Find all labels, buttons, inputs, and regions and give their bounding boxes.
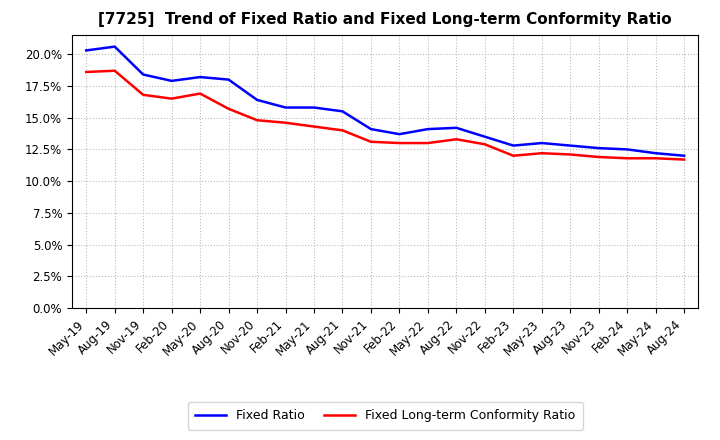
- Fixed Ratio: [253, 97, 261, 103]
- Fixed Long-term Conformity Ratio: [310, 124, 318, 129]
- Fixed Long-term Conformity Ratio: [167, 96, 176, 101]
- Fixed Long-term Conformity Ratio: [595, 154, 603, 160]
- Fixed Long-term Conformity Ratio: [139, 92, 148, 98]
- Fixed Ratio: [366, 126, 375, 132]
- Fixed Long-term Conformity Ratio: [423, 140, 432, 146]
- Fixed Ratio: [110, 44, 119, 49]
- Line: Fixed Ratio: Fixed Ratio: [86, 47, 684, 156]
- Fixed Ratio: [338, 109, 347, 114]
- Fixed Ratio: [566, 143, 575, 148]
- Fixed Ratio: [423, 126, 432, 132]
- Title: [7725]  Trend of Fixed Ratio and Fixed Long-term Conformity Ratio: [7725] Trend of Fixed Ratio and Fixed Lo…: [99, 12, 672, 27]
- Fixed Ratio: [82, 48, 91, 53]
- Fixed Long-term Conformity Ratio: [338, 128, 347, 133]
- Fixed Ratio: [196, 74, 204, 80]
- Fixed Ratio: [139, 72, 148, 77]
- Fixed Long-term Conformity Ratio: [253, 117, 261, 123]
- Fixed Long-term Conformity Ratio: [509, 153, 518, 158]
- Fixed Ratio: [652, 150, 660, 156]
- Fixed Long-term Conformity Ratio: [282, 120, 290, 125]
- Fixed Long-term Conformity Ratio: [452, 136, 461, 142]
- Legend: Fixed Ratio, Fixed Long-term Conformity Ratio: Fixed Ratio, Fixed Long-term Conformity …: [188, 402, 582, 429]
- Fixed Ratio: [167, 78, 176, 84]
- Fixed Ratio: [395, 132, 404, 137]
- Fixed Ratio: [452, 125, 461, 131]
- Fixed Long-term Conformity Ratio: [623, 156, 631, 161]
- Fixed Ratio: [225, 77, 233, 82]
- Fixed Long-term Conformity Ratio: [225, 106, 233, 111]
- Fixed Long-term Conformity Ratio: [680, 157, 688, 162]
- Fixed Ratio: [680, 153, 688, 158]
- Fixed Long-term Conformity Ratio: [366, 139, 375, 144]
- Fixed Long-term Conformity Ratio: [480, 142, 489, 147]
- Fixed Long-term Conformity Ratio: [196, 91, 204, 96]
- Fixed Long-term Conformity Ratio: [537, 150, 546, 156]
- Fixed Long-term Conformity Ratio: [395, 140, 404, 146]
- Fixed Ratio: [537, 140, 546, 146]
- Fixed Long-term Conformity Ratio: [652, 156, 660, 161]
- Line: Fixed Long-term Conformity Ratio: Fixed Long-term Conformity Ratio: [86, 71, 684, 160]
- Fixed Ratio: [623, 147, 631, 152]
- Fixed Ratio: [509, 143, 518, 148]
- Fixed Long-term Conformity Ratio: [566, 152, 575, 157]
- Fixed Long-term Conformity Ratio: [82, 70, 91, 75]
- Fixed Ratio: [480, 134, 489, 139]
- Fixed Ratio: [595, 146, 603, 151]
- Fixed Long-term Conformity Ratio: [110, 68, 119, 73]
- Fixed Ratio: [282, 105, 290, 110]
- Fixed Ratio: [310, 105, 318, 110]
